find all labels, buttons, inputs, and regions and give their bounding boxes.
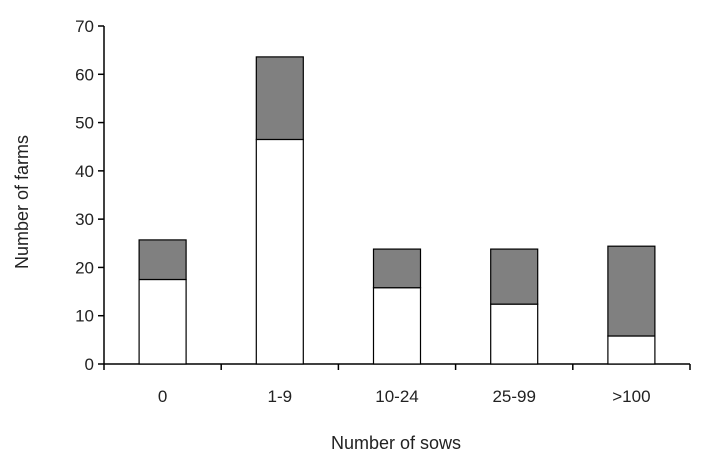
- labels: 0 10 20 30 40 50 60 70 0 1-9 10-24 25-99 >100: [75, 17, 650, 406]
- y-tick-label: 40: [75, 162, 94, 181]
- x-tick-label: 25-99: [492, 387, 535, 406]
- bar-segment-2: [372, 248, 422, 289]
- bar-segment-2: [607, 245, 656, 337]
- x-tick-label: 1-9: [268, 387, 293, 406]
- x-axis-title: Number of sows: [331, 433, 461, 453]
- x-tick-label: 10-24: [375, 387, 418, 406]
- y-tick-label: 30: [75, 210, 94, 229]
- x-tick-label: >100: [612, 387, 650, 406]
- bar-segment-1: [607, 335, 656, 365]
- y-tick-label: 0: [85, 355, 94, 374]
- x-tick-label: 0: [158, 387, 167, 406]
- bar-segment-2: [490, 248, 539, 305]
- bar-segment-1: [372, 287, 422, 365]
- y-tick-label: 10: [75, 307, 94, 326]
- bar-segment-1: [138, 278, 187, 365]
- y-axis-title: Number of farms: [12, 135, 32, 269]
- y-tick-label: 70: [75, 17, 94, 36]
- x-axis: [103, 363, 691, 370]
- bars: [138, 56, 656, 365]
- y-axis: [98, 25, 105, 365]
- bar-segment-2: [255, 56, 304, 141]
- y-tick-label: 20: [75, 258, 94, 277]
- bar-segment-1: [255, 138, 304, 365]
- y-tick-label: 60: [75, 65, 94, 84]
- y-tick-label: 50: [75, 114, 94, 133]
- bar-segment-2: [138, 239, 187, 281]
- bar-segment-1: [490, 303, 539, 365]
